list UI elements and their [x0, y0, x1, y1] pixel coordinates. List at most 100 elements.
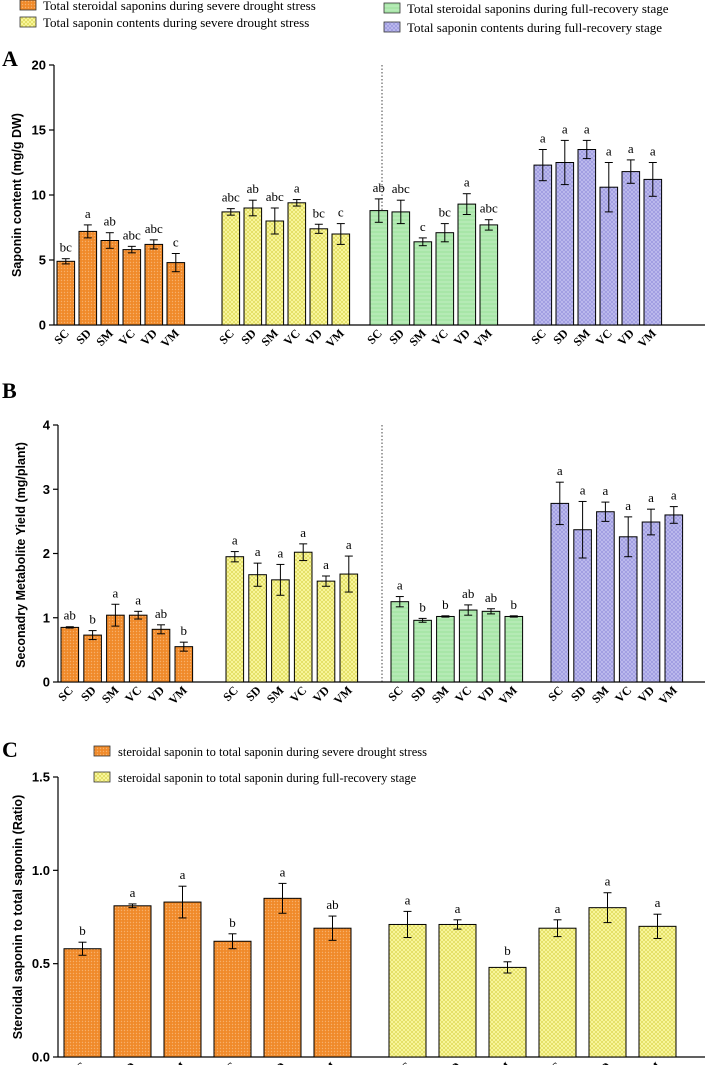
bar: [265, 220, 285, 326]
bar: [533, 164, 553, 326]
x-tick-label: SM: [429, 683, 452, 706]
bar: [555, 162, 575, 326]
significance-letter: abc: [480, 201, 498, 216]
bar: [313, 927, 352, 1058]
bar: [391, 211, 411, 326]
x-tick-label: VD: [615, 326, 637, 348]
significance-letter: a: [280, 864, 286, 879]
x-tick-label: SM: [99, 683, 122, 706]
y-tick-label: 10: [32, 188, 46, 203]
significance-letter: ab: [64, 608, 76, 623]
y-axis-label: Seconadry Metabolite Yield (mg/plant): [14, 442, 28, 668]
x-tick-label: SM: [264, 683, 287, 706]
significance-letter: abc: [266, 189, 284, 204]
x-tick-label: VM: [640, 1059, 664, 1065]
bar: [390, 601, 410, 683]
x-tick-label: SC: [364, 326, 385, 347]
significance-letter: b: [511, 597, 518, 612]
bar: [287, 202, 307, 326]
bar: [457, 203, 477, 326]
bar: [388, 923, 427, 1058]
bar: [263, 897, 302, 1058]
bar: [221, 211, 241, 326]
significance-letter: ab: [104, 214, 116, 229]
y-tick-label: 4: [43, 418, 51, 433]
significance-letter: b: [181, 623, 188, 638]
x-tick-label: SD: [243, 683, 264, 704]
significance-letter: a: [113, 585, 119, 600]
x-tick-label: SM: [93, 326, 116, 349]
significance-letter: ab: [485, 590, 497, 605]
significance-letter: a: [603, 483, 609, 498]
x-tick-label: VC: [281, 326, 303, 348]
bar: [293, 551, 313, 683]
significance-letter: abc: [123, 227, 141, 242]
x-tick-label: VD: [303, 326, 325, 348]
significance-letter: b: [419, 599, 426, 614]
bar: [458, 609, 478, 683]
x-tick-label: VC: [612, 683, 634, 705]
legend-label: Total steroidal saponins during full-rec…: [407, 1, 669, 16]
significance-letter: ab: [155, 606, 167, 621]
significance-letter: abc: [222, 190, 240, 205]
x-tick-label: VM: [635, 326, 659, 350]
significance-letter: a: [294, 181, 300, 196]
significance-letter: a: [557, 463, 563, 478]
y-tick-label: 0.5: [32, 956, 50, 971]
x-tick-label: VD: [591, 1059, 613, 1065]
bar: [641, 521, 661, 683]
legend-entry-3: Total saponin contents during full-recov…: [383, 20, 662, 35]
panel-a: A Saponin content (mg/g DW) 0 5 10 15 20 bc SC…: [2, 46, 705, 350]
bar: [481, 610, 501, 683]
legend-swatch-yellow: [93, 771, 111, 783]
significance-letter: bc: [439, 205, 452, 220]
x-tick-label: VC: [122, 683, 144, 705]
significance-letter: a: [130, 885, 136, 900]
x-tick-label: SD: [443, 1059, 464, 1065]
significance-letter: a: [540, 131, 546, 146]
x-tick-label: SD: [78, 683, 99, 704]
significance-letter: ab: [462, 586, 474, 601]
x-tick-label: VD: [451, 326, 473, 348]
bar: [83, 634, 102, 683]
legend-label: Total saponin contents during severe dro…: [43, 15, 309, 30]
legend-swatch-orange: [93, 745, 111, 757]
bar: [438, 923, 477, 1058]
significance-letter: ab: [247, 181, 259, 196]
x-tick-label: SD: [386, 326, 407, 347]
x-tick-label: VM: [166, 683, 190, 707]
plot-area: 05101520bcSCaSDabSMabcVCabcVDcVMabcSCabS…: [32, 58, 705, 350]
x-tick-label: SC: [220, 683, 241, 704]
bar: [213, 940, 252, 1058]
panel-c-legend: steroidal saponin to total saponin durin…: [93, 745, 427, 785]
bar: [60, 626, 80, 683]
bar: [225, 556, 245, 683]
x-tick-label: VM: [331, 683, 355, 707]
significance-letter: a: [650, 144, 656, 159]
x-tick-label: VM: [315, 1059, 339, 1065]
significance-letter: a: [464, 175, 470, 190]
significance-letter: a: [580, 482, 586, 497]
panel-b: B Seconadry Metabolite Yield (mg/plant) …: [2, 378, 705, 707]
x-tick-label: SD: [118, 1059, 139, 1065]
bar: [588, 907, 627, 1058]
y-axis-label: Steroidal saponin to total saponin (Rati…: [11, 795, 25, 1039]
x-tick-label: VD: [475, 683, 497, 705]
significance-letter: a: [562, 121, 568, 136]
x-tick-label: VC: [216, 1059, 238, 1065]
legend-swatch-orange: [19, 0, 37, 11]
y-tick-label: 20: [32, 58, 46, 73]
bar: [63, 948, 102, 1058]
significance-letter: ab: [373, 180, 385, 195]
x-tick-label: SC: [385, 683, 406, 704]
bar: [577, 149, 597, 326]
significance-letter: b: [89, 612, 96, 627]
significance-letter: a: [628, 141, 634, 156]
significance-letter: c: [338, 205, 344, 220]
significance-letter: bc: [60, 240, 73, 255]
x-tick-label: SM: [166, 1059, 189, 1065]
legend-label: Total saponin contents during full-recov…: [407, 20, 662, 35]
x-tick-label: VC: [287, 683, 309, 705]
significance-letter: a: [85, 206, 91, 221]
significance-letter: a: [555, 901, 561, 916]
